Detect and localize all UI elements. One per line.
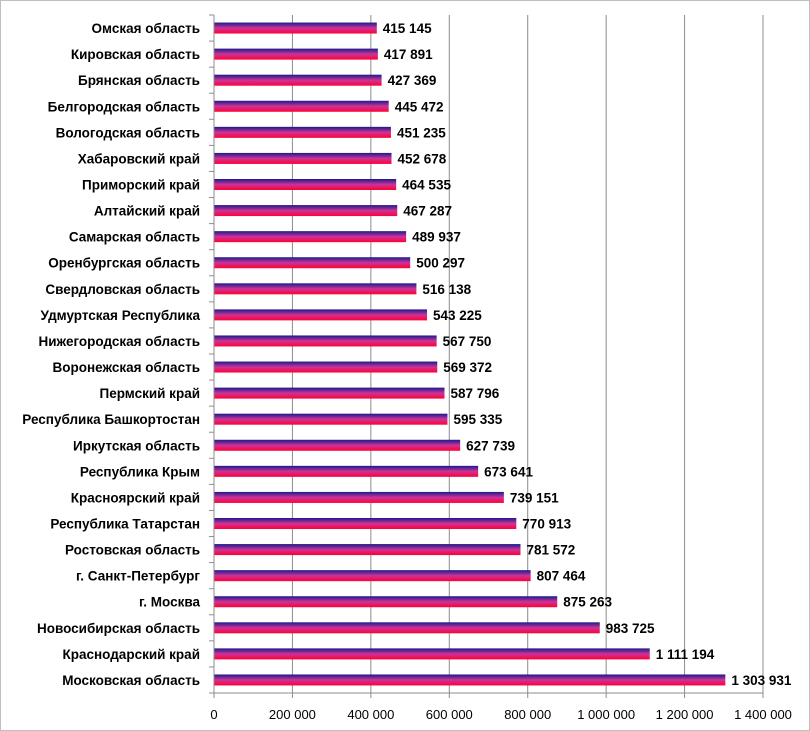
category-label: Московская область xyxy=(62,673,200,688)
bar xyxy=(214,622,600,634)
category-label: Хабаровский край xyxy=(78,151,200,166)
x-tick-label: 800 000 xyxy=(504,707,551,722)
x-tick-label: 0 xyxy=(210,707,217,722)
value-label: 1 111 194 xyxy=(656,647,715,662)
value-label: 770 913 xyxy=(522,517,571,532)
value-label: 595 335 xyxy=(453,412,502,427)
bar xyxy=(214,674,726,686)
value-label: 567 750 xyxy=(443,334,492,349)
value-label: 417 891 xyxy=(384,47,433,62)
category-label: Приморский край xyxy=(82,178,200,193)
value-label: 489 937 xyxy=(412,230,461,245)
category-label: Брянская область xyxy=(78,73,200,88)
bar xyxy=(214,48,378,60)
value-label: 415 145 xyxy=(383,21,432,36)
bar xyxy=(214,152,392,164)
category-label: Воронежская область xyxy=(52,360,200,375)
category-label: Удмуртская Республика xyxy=(41,308,201,323)
value-label: 464 535 xyxy=(402,178,451,193)
category-labels: Омская область Кировская область Брянская … xyxy=(22,21,200,688)
x-tick-label: 400 000 xyxy=(347,707,394,722)
x-tick-label: 200 000 xyxy=(269,707,316,722)
category-label: Ростовская область xyxy=(65,543,200,558)
value-label: 445 472 xyxy=(395,99,444,114)
value-label: 543 225 xyxy=(433,308,482,323)
category-label: Оренбургская область xyxy=(48,256,200,271)
grid-lines xyxy=(291,15,764,693)
bar xyxy=(214,518,517,529)
x-tick-label: 1 400 000 xyxy=(734,707,792,722)
category-label: Республика Башкортостан xyxy=(22,412,200,427)
category-label: Иркутская область xyxy=(73,438,200,453)
bar xyxy=(214,361,438,373)
value-label: 516 138 xyxy=(422,282,471,297)
x-axis: 0 200 000 400 000 600 000 800 000 1 000 000 1 … xyxy=(209,14,792,722)
category-label: Краснодарский край xyxy=(63,647,200,662)
category-label: Пермский край xyxy=(99,386,200,401)
bar xyxy=(214,335,437,347)
value-label: 983 725 xyxy=(606,621,655,636)
bar xyxy=(214,74,382,86)
bar xyxy=(214,126,391,138)
category-label: Республика Татарстан xyxy=(50,517,200,532)
bars xyxy=(214,22,726,686)
value-label: 627 739 xyxy=(466,438,515,453)
category-label: Кировская область xyxy=(71,47,200,62)
category-label: Самарская область xyxy=(69,230,200,245)
bar xyxy=(214,544,521,556)
category-label: Красноярский край xyxy=(71,490,200,505)
bar xyxy=(214,465,479,477)
value-label: 875 263 xyxy=(563,595,612,610)
value-label: 781 572 xyxy=(526,543,575,558)
bar xyxy=(214,100,389,112)
category-label: Нижегородская область xyxy=(39,334,201,349)
category-label: г. Санкт-Петербург xyxy=(76,569,200,584)
bar xyxy=(214,309,428,321)
category-label: г. Москва xyxy=(139,595,200,610)
bar xyxy=(214,439,461,451)
category-label: Омская область xyxy=(92,21,200,36)
value-label: 587 796 xyxy=(451,386,500,401)
value-label: 673 641 xyxy=(484,464,533,479)
bar xyxy=(214,205,398,217)
bar xyxy=(214,231,407,243)
bar xyxy=(214,596,558,608)
value-label: 452 678 xyxy=(398,151,447,166)
value-label: 451 235 xyxy=(397,125,446,140)
value-label: 569 372 xyxy=(443,360,492,375)
value-label: 427 369 xyxy=(388,73,437,88)
category-label: Свердловская область xyxy=(45,282,200,297)
bar xyxy=(214,387,445,399)
x-tick-label: 1 200 000 xyxy=(656,707,714,722)
value-label: 739 151 xyxy=(510,490,559,505)
category-label: Вологодская область xyxy=(56,125,200,140)
value-label: 1 303 931 xyxy=(731,673,792,688)
category-label: Новосибирская область xyxy=(37,621,200,636)
bar xyxy=(214,491,504,503)
x-tick-label: 600 000 xyxy=(426,707,473,722)
bar xyxy=(214,22,377,34)
category-label: Белгородская область xyxy=(48,99,200,114)
bar xyxy=(214,570,531,582)
bar xyxy=(214,257,411,269)
bar xyxy=(214,179,397,190)
value-labels: 415 145 417 891 427 369 445 472 451 235 452 6… xyxy=(383,21,792,688)
bar xyxy=(214,413,448,425)
bar xyxy=(214,648,650,660)
value-label: 467 287 xyxy=(403,204,452,219)
value-label: 500 297 xyxy=(416,256,465,271)
bar xyxy=(214,283,417,295)
value-label: 807 464 xyxy=(537,569,586,584)
x-tick-label: 1 000 000 xyxy=(577,707,635,722)
category-label: Алтайский край xyxy=(94,204,200,219)
category-label: Республика Крым xyxy=(80,464,200,479)
